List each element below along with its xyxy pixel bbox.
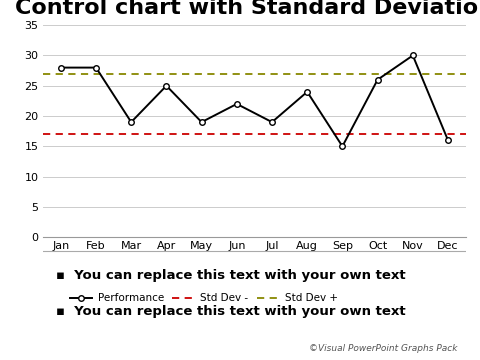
Text: ©Visual PowerPoint Graphs Pack: ©Visual PowerPoint Graphs Pack: [309, 344, 457, 353]
Legend: Performance, Std Dev -, Std Dev +: Performance, Std Dev -, Std Dev +: [65, 289, 342, 307]
Text: ▪  You can replace this text with your own text: ▪ You can replace this text with your ow…: [56, 305, 406, 318]
Title: Control chart with Standard Deviation: Control chart with Standard Deviation: [15, 0, 480, 18]
Text: ▪  You can replace this text with your own text: ▪ You can replace this text with your ow…: [56, 269, 406, 282]
